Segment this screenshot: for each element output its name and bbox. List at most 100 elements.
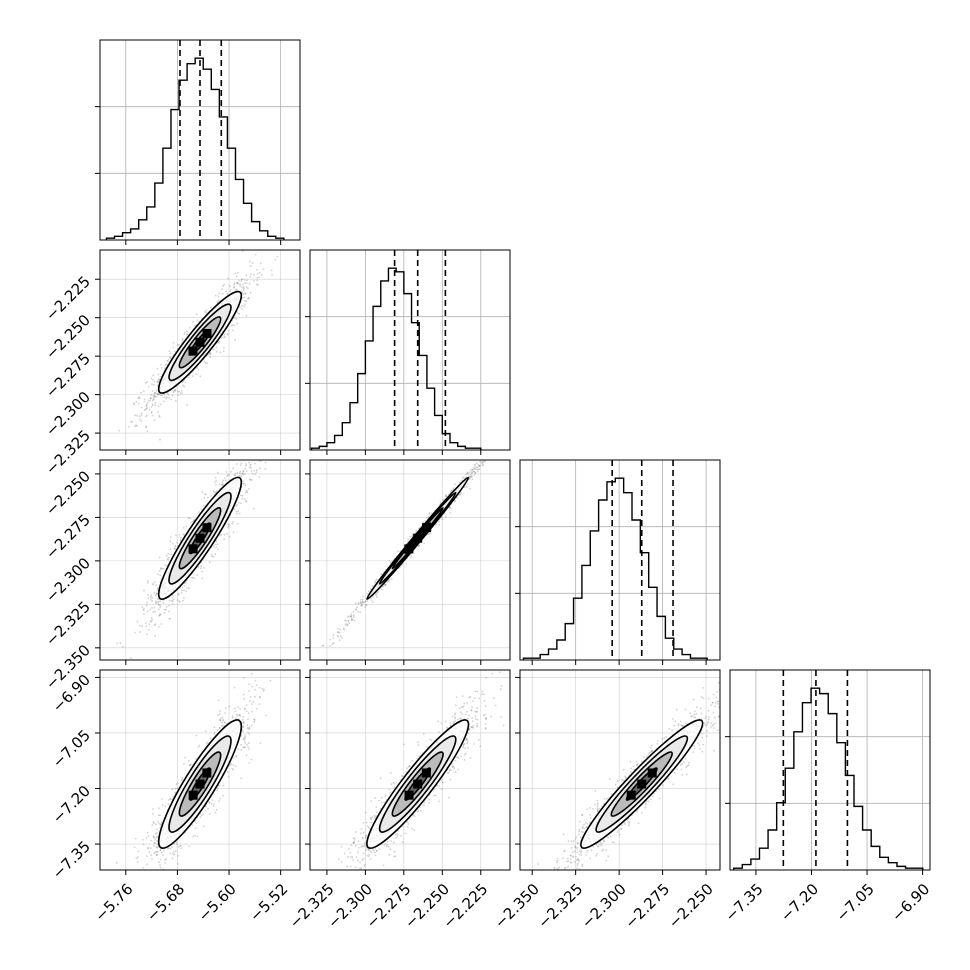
- scatter-point: [141, 625, 144, 628]
- scatter-point: [157, 601, 160, 603]
- scatter-point: [375, 594, 377, 597]
- scatter-point: [360, 604, 362, 607]
- scatter-point: [158, 807, 160, 810]
- scatter-point: [212, 348, 215, 351]
- scatter-point: [218, 483, 221, 486]
- scatter-point: [143, 400, 146, 403]
- scatter-point: [361, 600, 364, 603]
- scatter-point: [478, 465, 481, 467]
- scatter-point: [241, 297, 244, 299]
- scatter-point: [454, 483, 456, 486]
- scatter-point: [195, 757, 198, 760]
- scatter-point: [216, 729, 219, 731]
- scatter-point: [214, 481, 216, 484]
- scatter-point: [241, 304, 243, 307]
- scatter-point: [470, 472, 473, 474]
- scatter-point: [341, 636, 343, 639]
- scatter-point: [232, 329, 235, 332]
- scatter-point: [156, 587, 159, 590]
- scatter-point: [477, 468, 479, 471]
- scatter-point: [474, 471, 477, 474]
- scatter-point: [132, 912, 134, 914]
- scatter-point: [148, 408, 151, 411]
- scatter-point: [135, 425, 138, 427]
- panel-content: [100, 438, 300, 660]
- scatter-point: [216, 350, 218, 353]
- scatter-point: [242, 470, 245, 473]
- scatter-point: [154, 634, 156, 637]
- scatter-point: [242, 286, 245, 289]
- scatter-point: [454, 500, 456, 502]
- scatter-point: [353, 619, 356, 622]
- scatter-point: [233, 286, 236, 288]
- scatter-point: [181, 338, 184, 341]
- scatter-point: [237, 706, 240, 708]
- scatter-point: [167, 558, 170, 561]
- scatter-point: [407, 538, 410, 541]
- scatter-point: [158, 415, 161, 418]
- scatter-point: [223, 721, 226, 724]
- scatter-point: [213, 733, 216, 735]
- scatter-point: [150, 377, 153, 380]
- scatter-point: [183, 385, 186, 388]
- scatter-point: [227, 525, 230, 528]
- scatter-point: [206, 741, 209, 744]
- scatter-point: [267, 441, 269, 443]
- scatter-point: [246, 452, 248, 454]
- scatter-point: [242, 469, 245, 472]
- scatter-point: [247, 746, 250, 749]
- scatter-point: [344, 624, 347, 626]
- panel-3-0: −5.76 −5.68 −5.60 −5.52−7.35−7.20−7.05−6.90: [49, 669, 301, 925]
- scatter-point: [140, 875, 142, 877]
- scatter-point: [160, 851, 163, 854]
- scatter-point: [426, 516, 428, 519]
- scatter-point: [376, 592, 378, 594]
- scatter-point: [460, 492, 463, 495]
- scatter-point: [174, 389, 176, 392]
- scatter-point: [159, 849, 162, 851]
- scatter-point: [151, 414, 154, 417]
- scatter-point: [273, 438, 275, 440]
- scatter-point: [350, 614, 353, 617]
- scatter-point: [146, 401, 149, 404]
- scatter-point: [165, 606, 168, 608]
- scatter-point: [224, 721, 226, 724]
- scatter-point: [476, 466, 479, 468]
- scatter-point: [134, 837, 137, 840]
- scatter-point: [364, 606, 366, 608]
- scatter-point: [473, 470, 476, 473]
- scatter-point: [153, 392, 156, 395]
- scatter-point: [192, 576, 194, 579]
- scatter-point: [184, 832, 187, 834]
- scatter-point: [183, 589, 185, 592]
- scatter-point: [239, 470, 242, 473]
- scatter-point: [210, 802, 213, 805]
- scatter-point: [468, 471, 471, 474]
- scatter-point: [157, 393, 159, 396]
- scatter-point: [145, 414, 148, 417]
- scatter-point: [351, 618, 354, 621]
- scatter-point: [474, 468, 476, 470]
- scatter-point: [153, 592, 156, 594]
- scatter-point: [253, 720, 256, 723]
- scatter-point: [258, 703, 261, 705]
- scatter-point: [249, 700, 252, 702]
- scatter-point: [243, 734, 246, 736]
- scatter-point: [179, 601, 181, 604]
- scatter-point: [371, 601, 374, 604]
- scatter-point: [182, 599, 184, 602]
- scatter-point: [153, 391, 156, 394]
- scatter-point: [241, 286, 243, 289]
- scatter-point: [148, 851, 151, 853]
- scatter-point: [246, 491, 249, 494]
- scatter-point: [418, 544, 420, 547]
- scatter-point: [204, 493, 206, 495]
- scatter-point: [150, 412, 153, 414]
- scatter-point: [156, 367, 159, 370]
- scatter-point: [356, 606, 358, 609]
- scatter-point: [357, 602, 360, 605]
- scatter-point: [339, 635, 342, 638]
- scatter-point: [387, 579, 390, 582]
- scatter-point: [245, 500, 247, 502]
- scatter-point: [242, 480, 244, 483]
